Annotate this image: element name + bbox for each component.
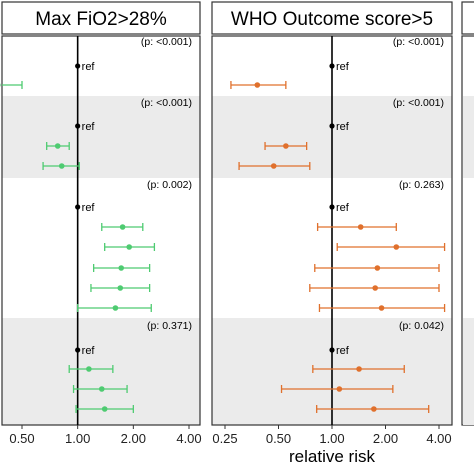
ref-point [329, 347, 335, 353]
panel-title-strip [1, 1, 201, 35]
x-tick-label: 2.00 [121, 431, 146, 446]
estimate-point [86, 366, 92, 372]
estimate-point [98, 386, 105, 392]
x-tick-label: 0.50 [9, 431, 34, 446]
p-value-label: (p: 0.042) [399, 320, 444, 332]
cropped-panel-title-strip [461, 1, 474, 35]
x-tick-label: 0.25 [212, 431, 237, 446]
estimate-point [374, 265, 381, 271]
ref-point [329, 123, 335, 129]
ref-label: ref [336, 121, 350, 133]
estimate-point [54, 143, 61, 149]
estimate-point [283, 143, 289, 149]
estimate-point [58, 163, 65, 169]
x-tick-label: 4.00 [176, 431, 201, 446]
estimate-point [112, 305, 119, 311]
estimate-point [119, 224, 126, 230]
ref-point [75, 347, 81, 353]
group-shading-band [2, 318, 200, 425]
estimate-point [378, 305, 385, 311]
ref-point [329, 204, 335, 210]
ref-label: ref [336, 61, 350, 73]
estimate-point [336, 386, 343, 392]
ref-label: ref [336, 202, 350, 214]
x-tick-label: 2.00 [373, 431, 398, 446]
ref-point [329, 63, 335, 69]
ref-label: ref [82, 61, 96, 73]
cropped-panel-shading [463, 96, 474, 178]
ref-point [75, 123, 81, 129]
estimate-point [357, 224, 364, 230]
estimate-point [393, 244, 400, 250]
ref-label: ref [336, 345, 350, 357]
p-value-label: (p: 0.002) [147, 179, 192, 191]
panel-title: Max FiO2>28% [35, 9, 167, 30]
ref-point [75, 63, 81, 69]
x-tick-label: 0.50 [266, 431, 291, 446]
ref-label: ref [82, 345, 96, 357]
x-tick-label: 1.00 [319, 431, 344, 446]
cropped-panel-shading [463, 318, 474, 425]
estimate-point [126, 244, 133, 250]
x-axis-title: relative risk [289, 447, 375, 466]
ref-point [75, 204, 81, 210]
estimate-point [101, 406, 108, 412]
ref-label: ref [82, 121, 96, 133]
estimate-point [270, 163, 277, 169]
panel-title: WHO Outcome score>5 [231, 9, 433, 30]
p-value-label: (p: <0.001) [393, 36, 444, 48]
estimate-point [117, 285, 124, 291]
p-value-label: (p: <0.001) [141, 97, 192, 109]
estimate-point [254, 82, 261, 88]
group-shading-band [2, 96, 200, 178]
estimate-point [371, 406, 377, 412]
panel-border [1, 35, 201, 426]
p-value-label: (p: 0.263) [399, 179, 444, 191]
p-value-label: (p: <0.001) [393, 97, 444, 109]
ref-label: ref [82, 202, 96, 214]
p-value-label: (p: 0.371) [147, 320, 192, 332]
x-tick-label: 1.00 [65, 431, 90, 446]
x-tick-label: 4.00 [426, 431, 451, 446]
panel-title-strip [211, 1, 453, 35]
p-value-label: (p: <0.001) [141, 36, 192, 48]
estimate-point [356, 366, 362, 372]
estimate-point [0, 83, 1, 87]
estimate-point [372, 285, 378, 291]
estimate-point [118, 265, 125, 271]
